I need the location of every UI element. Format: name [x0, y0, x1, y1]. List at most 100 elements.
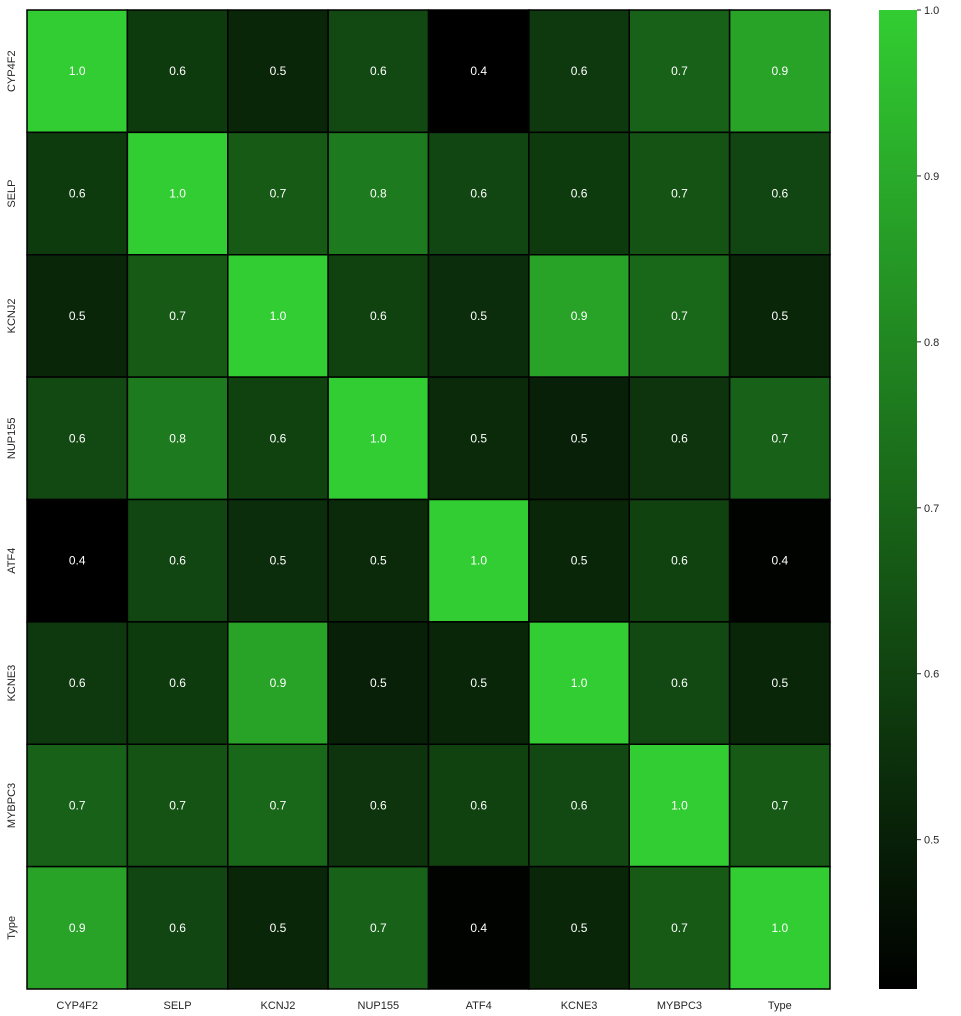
colorbar-tick-label: 0.7: [924, 503, 939, 515]
cell-annotation: 0.7: [69, 798, 86, 812]
cell-annotation: 0.5: [571, 921, 588, 935]
cell-annotation: 0.6: [571, 187, 588, 201]
cell-annotation: 0.6: [370, 798, 387, 812]
heatmap-cell: [26, 254, 129, 378]
colorbar-tick-label: 0.6: [924, 669, 939, 681]
heatmap-cell: [728, 131, 831, 256]
cell-annotation: 0.7: [671, 64, 688, 78]
heatmap-cell: [427, 865, 530, 990]
heatmap-annotations: 1.0 0.6 0.5 0.6 0.4 0.6 0.7 0.9 0.6 1.0 0.7 0.8 0.6 0…: [69, 64, 789, 935]
cell-annotation: 0.6: [169, 64, 186, 78]
cell-annotation: 0.6: [169, 676, 186, 690]
heatmap-cell: [227, 621, 329, 745]
heatmap-cell: [227, 376, 329, 501]
y-tick-label: Type: [6, 916, 18, 940]
heatmap-cell: [427, 131, 530, 256]
heatmap-cell: [126, 621, 229, 745]
y-tick-label: MYBPC3: [6, 783, 18, 828]
cell-annotation: 0.7: [169, 798, 186, 812]
cell-annotation: 0.6: [270, 431, 287, 445]
heatmap-cell: [528, 254, 630, 378]
cell-annotation: 0.9: [270, 676, 287, 690]
heatmap-cell: [327, 254, 430, 378]
heatmap-cell: [26, 9, 129, 134]
cell-annotation: 0.5: [470, 676, 487, 690]
cell-annotation: 0.5: [571, 554, 588, 568]
cell-annotation: 0.5: [270, 921, 287, 935]
cell-annotation: 0.4: [470, 921, 487, 935]
cell-annotation: 0.6: [169, 921, 186, 935]
heatmap-cell: [227, 498, 329, 623]
heatmap-cell: [628, 498, 731, 623]
cell-annotation: 0.5: [370, 676, 387, 690]
heatmap-cell: [628, 743, 731, 868]
x-tick-label: ATF4: [466, 1000, 492, 1012]
cell-annotation: 0.8: [169, 431, 186, 445]
heatmap-cell: [126, 865, 229, 990]
heatmap-cell: [728, 621, 831, 745]
cell-annotation: 0.5: [470, 431, 487, 445]
cell-annotation: 0.7: [771, 798, 788, 812]
x-tick-label: KCNE3: [561, 1000, 598, 1012]
heatmap-cell: [528, 9, 630, 134]
y-tick-label: NUP155: [6, 418, 18, 460]
heatmap-cell: [26, 865, 129, 990]
cell-annotation: 0.7: [671, 309, 688, 323]
cell-annotation: 1.0: [69, 64, 86, 78]
heatmap-cell: [427, 254, 530, 378]
heatmap-cell: [427, 9, 530, 134]
heatmap-cell: [528, 498, 630, 623]
cell-annotation: 1.0: [370, 431, 387, 445]
heatmap-cell: [528, 865, 630, 990]
heatmap-cell: [728, 9, 831, 134]
heatmap-cell: [327, 9, 430, 134]
heatmap-cell: [528, 743, 630, 868]
heatmap-cell: [528, 131, 630, 256]
cell-annotation: 0.9: [571, 309, 588, 323]
heatmap-cell: [227, 9, 329, 134]
colorbar-ticks: 0.5 0.6 0.7 0.8 0.9 1.0: [917, 5, 939, 847]
cell-annotation: 0.7: [671, 187, 688, 201]
heatmap-cell: [728, 498, 831, 623]
x-tick-label: SELP: [163, 1000, 191, 1012]
heatmap-cell: [528, 621, 630, 745]
cell-annotation: 1.0: [169, 187, 186, 201]
cell-annotation: 0.5: [470, 309, 487, 323]
cell-annotation: 0.8: [370, 187, 387, 201]
heatmap-cell: [327, 865, 430, 990]
colorbar-tick-label: 1.0: [924, 5, 939, 17]
heatmap-cell: [628, 254, 731, 378]
cell-annotation: 0.9: [69, 921, 86, 935]
cell-annotation: 0.6: [671, 554, 688, 568]
heatmap-cell: [427, 376, 530, 501]
cell-annotation: 0.7: [270, 187, 287, 201]
cell-annotation: 0.5: [771, 676, 788, 690]
y-tick-label: CYP4F2: [6, 50, 18, 92]
cell-annotation: 0.5: [571, 431, 588, 445]
x-axis-tick-labels: CYP4F2 SELP KCNJ2 NUP155 ATF4 KCNE3 MYBPC3 Type: [56, 1000, 791, 1012]
cell-annotation: 0.6: [69, 676, 86, 690]
heatmap-cell: [728, 865, 831, 990]
colorbar-tick-label: 0.8: [924, 337, 939, 349]
cell-annotation: 0.6: [671, 676, 688, 690]
heatmap-cell: [427, 621, 530, 745]
y-axis-tick-labels: CYP4F2 SELP KCNJ2 NUP155 ATF4 KCNE3 MYBPC3 Type: [6, 50, 18, 939]
heatmap-cell: [227, 865, 329, 990]
cell-annotation: 0.7: [270, 798, 287, 812]
cell-annotation: 0.7: [671, 921, 688, 935]
cell-annotation: 1.0: [671, 798, 688, 812]
heatmap-cell: [327, 498, 430, 623]
heatmap-cell: [628, 621, 731, 745]
x-tick-label: Type: [768, 1000, 792, 1012]
cell-annotation: 0.5: [270, 554, 287, 568]
cell-annotation: 1.0: [571, 676, 588, 690]
x-tick-label: CYP4F2: [56, 1000, 98, 1012]
cell-annotation: 0.6: [69, 187, 86, 201]
heatmap-cell: [126, 254, 229, 378]
heatmap-cell: [126, 9, 229, 134]
cell-annotation: 0.6: [470, 187, 487, 201]
heatmap-cells: [26, 9, 831, 990]
cell-annotation: 0.4: [771, 554, 788, 568]
cell-annotation: 0.4: [470, 64, 487, 78]
